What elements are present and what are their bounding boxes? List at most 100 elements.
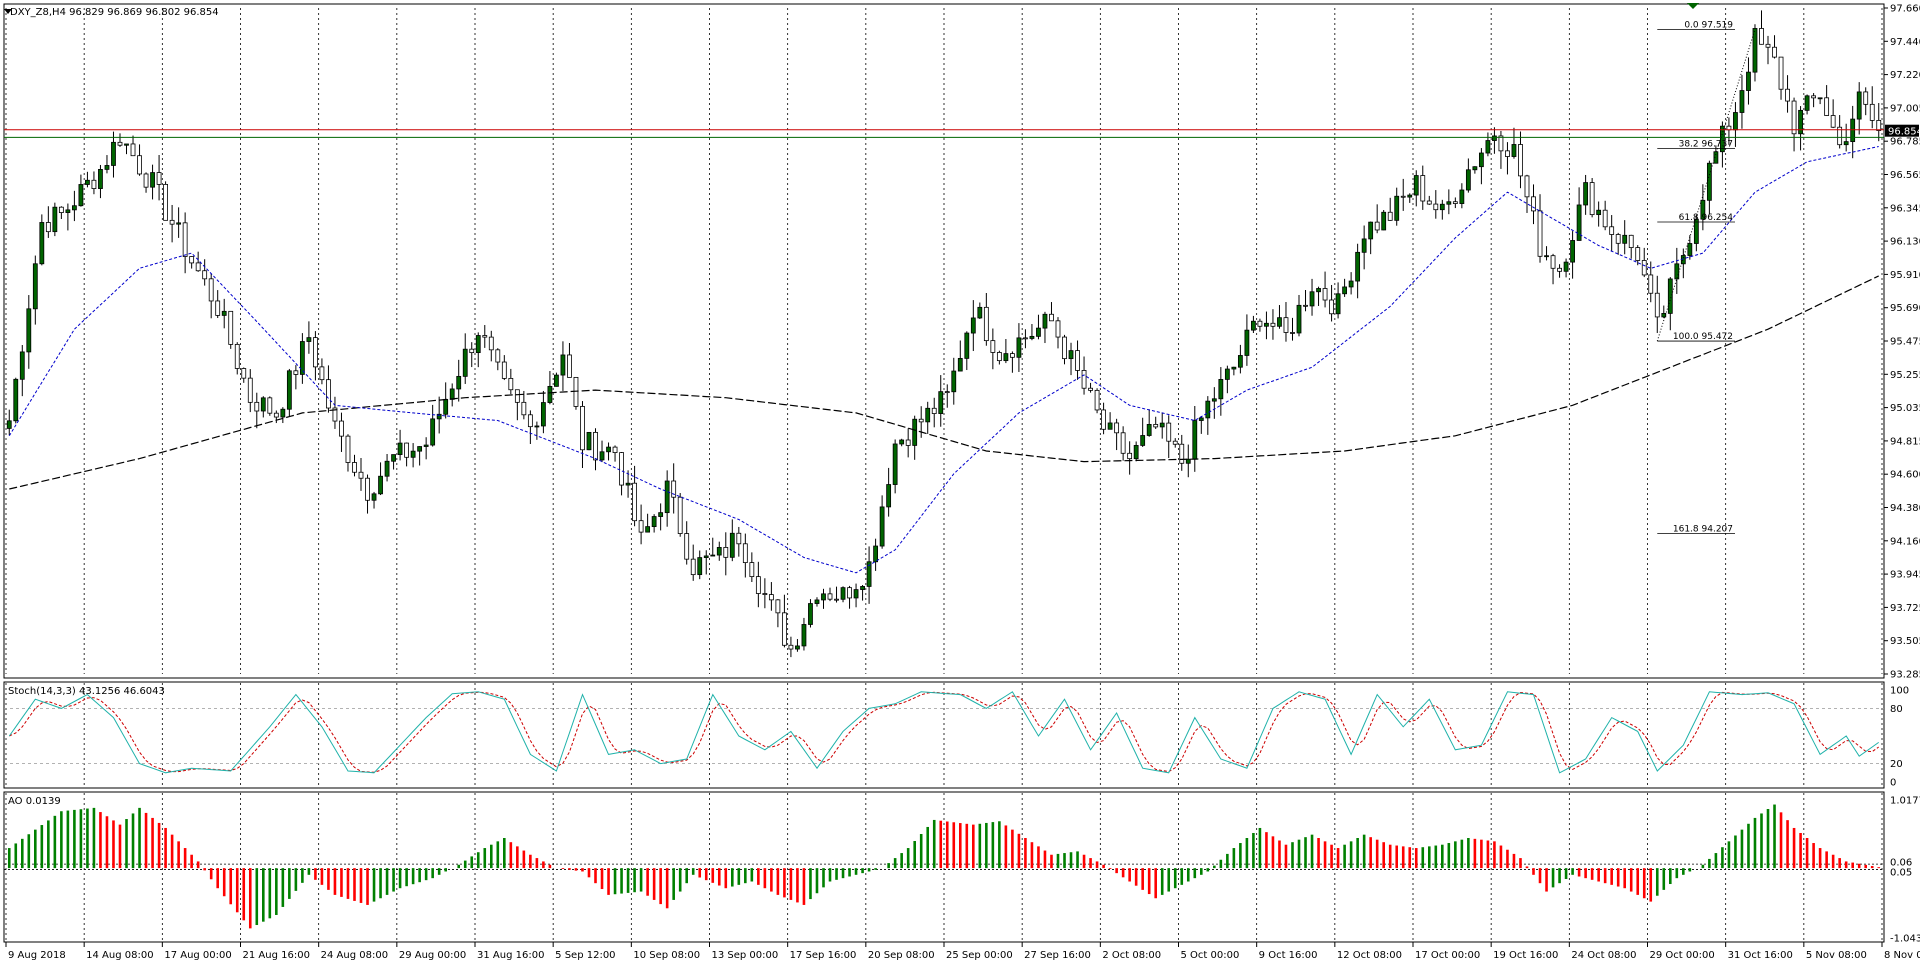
candle-body: [788, 644, 794, 650]
candle-body: [1602, 209, 1608, 228]
candle-body: [1094, 389, 1100, 411]
candle-body: [1759, 28, 1764, 45]
candle-body: [1576, 204, 1582, 241]
candle-body: [280, 408, 286, 418]
candle-body: [1023, 337, 1028, 340]
candle-body: [1114, 422, 1120, 434]
menu-triangle-icon[interactable]: [4, 9, 12, 14]
candle-body: [150, 172, 155, 188]
candle-body: [671, 480, 677, 498]
candle-body: [599, 451, 605, 461]
candle-body: [1394, 195, 1400, 221]
candle-body: [1615, 234, 1621, 244]
candle-body: [1843, 141, 1849, 146]
candle-body: [1550, 255, 1556, 269]
candle-body: [104, 165, 110, 170]
candle-body: [736, 532, 742, 545]
candle-body: [801, 624, 807, 647]
price-tick-label: 94.160: [1890, 536, 1920, 547]
time-tick-label: 29 Oct 00:00: [1650, 950, 1715, 961]
candle-body: [189, 256, 195, 264]
candle-body: [1544, 255, 1549, 258]
time-tick-label: 9 Oct 16:00: [1259, 950, 1318, 961]
candle-body: [1824, 97, 1830, 116]
candle-body: [1211, 398, 1217, 402]
candle-body: [1374, 221, 1380, 231]
candle-body: [964, 332, 970, 359]
candle-body: [13, 378, 19, 422]
time-tick-label: 13 Sep 00:00: [712, 950, 779, 961]
candle-body: [1439, 203, 1445, 211]
candle-body: [690, 558, 696, 576]
candle-body: [814, 599, 820, 604]
candle-body: [840, 587, 846, 600]
candle-body: [886, 484, 892, 508]
candle-body: [742, 543, 748, 564]
candle-body: [1387, 211, 1393, 221]
candle-body: [1198, 417, 1204, 421]
candle-body: [1088, 387, 1093, 391]
price-tick-label: 97.660: [1890, 4, 1920, 15]
candle-body: [45, 222, 51, 233]
fib-level-label: 38.2 96.737: [1679, 140, 1733, 150]
candle-body: [1531, 196, 1536, 212]
price-tick-label: 97.005: [1890, 103, 1920, 114]
candle-body: [1303, 304, 1308, 307]
candle-body: [1231, 366, 1237, 370]
candle-body: [1270, 322, 1276, 327]
candle-body: [1452, 201, 1458, 204]
candle-body: [1322, 288, 1328, 301]
candle-body: [1127, 452, 1133, 460]
candle-body: [521, 401, 527, 416]
candle-body: [677, 496, 683, 534]
candle-body: [410, 450, 416, 458]
main-price-panel: 96.854 0.0 97.519 38.2 96.737 61.8 96.254 10…: [4, 10, 1920, 658]
candle-body: [111, 141, 116, 166]
candle-body: [632, 482, 637, 522]
candle-body: [215, 300, 221, 316]
candle-body: [580, 406, 585, 451]
candle-body: [1355, 251, 1361, 282]
candle-body: [554, 374, 559, 387]
candle-body: [1817, 97, 1823, 100]
candle-body: [925, 407, 931, 423]
candle-body: [156, 172, 162, 185]
candle-body: [1518, 144, 1523, 177]
trade-arrow-icon[interactable]: [1687, 3, 1699, 9]
time-tick-label: 5 Sep 12:00: [555, 950, 615, 961]
candle-body: [65, 209, 71, 213]
candle-body: [1700, 199, 1706, 220]
stoch-tick-label: 100: [1890, 686, 1909, 697]
candle-body: [762, 593, 768, 595]
candle-body: [1648, 274, 1654, 294]
candle-body: [71, 205, 77, 211]
candle-body: [195, 262, 201, 272]
candle-body: [1179, 443, 1185, 464]
candle-body: [1361, 238, 1367, 253]
ao-tick-label: 1.0177: [1890, 796, 1920, 807]
candle-body: [495, 349, 501, 363]
candle-body: [339, 420, 344, 437]
ao-tick-label: -1.0439: [1890, 934, 1920, 945]
candle-body: [1244, 329, 1250, 356]
candle-body: [944, 391, 950, 394]
candle-body: [931, 407, 937, 414]
candle-body: [1329, 299, 1334, 315]
candle-body: [873, 545, 879, 563]
candle-body: [313, 337, 318, 368]
candle-body: [443, 398, 449, 415]
candle-body: [117, 141, 123, 146]
candle-body: [1251, 320, 1256, 331]
time-tick-label: 17 Oct 00:00: [1415, 950, 1480, 961]
time-tick-label: 12 Oct 08:00: [1337, 950, 1402, 961]
price-tick-label: 93.285: [1890, 670, 1920, 681]
candle-body: [1596, 209, 1602, 216]
candle-body: [378, 475, 383, 495]
candle-body: [221, 310, 227, 316]
time-tick-label: 31 Oct 16:00: [1728, 950, 1793, 961]
candle-body: [332, 407, 338, 422]
candle-body: [456, 375, 462, 390]
candle-body: [508, 377, 514, 391]
candle-body: [436, 413, 442, 420]
